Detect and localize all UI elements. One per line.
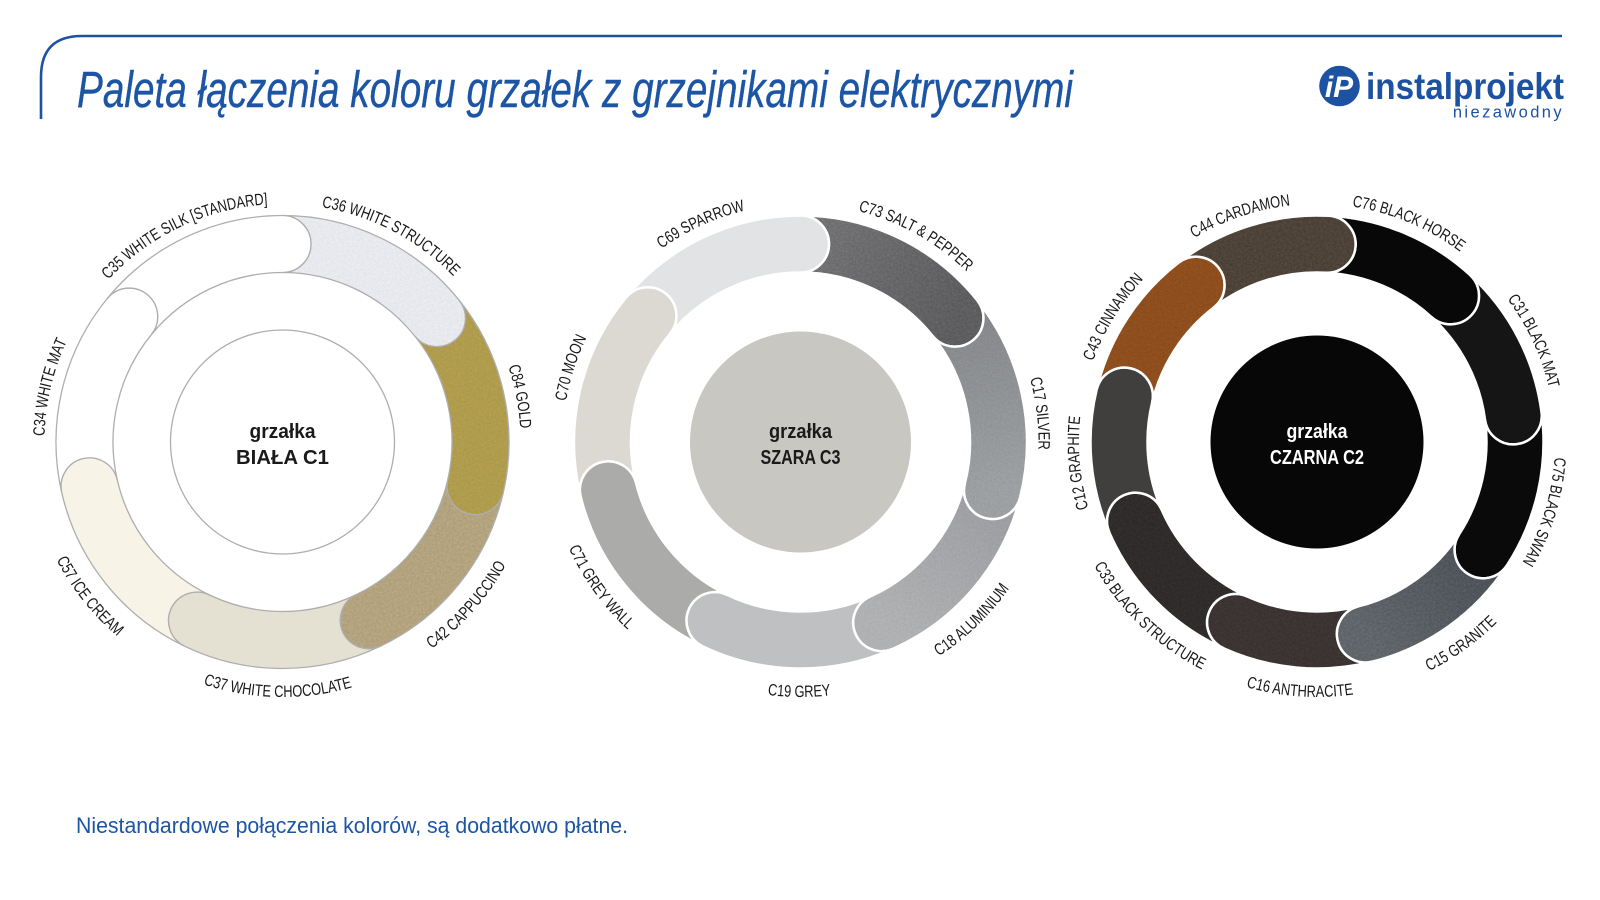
svg-text:niezawodny: niezawodny [1453,104,1564,122]
svg-text:grzałka: grzałka [769,420,833,443]
svg-text:grzałka: grzałka [1287,420,1349,443]
svg-text:Paleta łączenia koloru grzałek: Paleta łączenia koloru grzałek z grzejni… [77,61,1074,118]
svg-text:SZARA C3: SZARA C3 [761,446,841,469]
svg-text:iP: iP [1325,71,1354,104]
svg-text:BIAŁA C1: BIAŁA C1 [236,446,329,469]
svg-text:instalprojekt: instalprojekt [1366,65,1564,107]
svg-text:Niestandardowe połączenia kolo: Niestandardowe połączenia kolorów, są do… [76,813,628,838]
svg-text:grzałka: grzałka [250,420,317,443]
svg-text:C19 GREY: C19 GREY [767,681,831,701]
svg-text:CZARNA C2: CZARNA C2 [1270,446,1364,469]
